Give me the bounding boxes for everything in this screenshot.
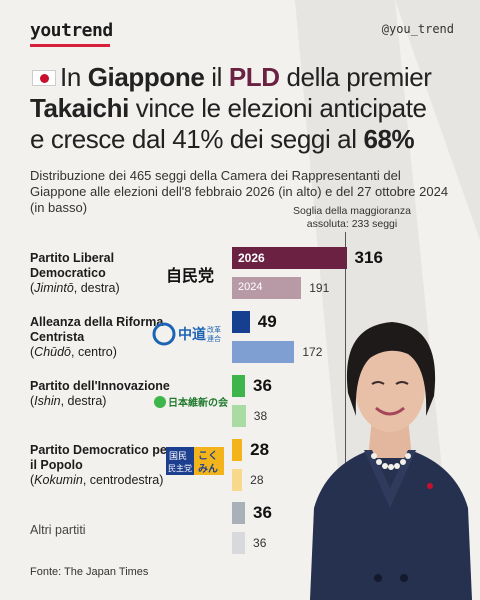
source-note: Fonte: The Japan Times [30, 566, 149, 578]
majority-label: Soglia della maggioranza assoluta: 233 se… [293, 205, 411, 230]
svg-text:中道: 中道 [178, 326, 206, 343]
party-label-dpfp: Partito Democratico per il Popolo (Kokum… [30, 443, 175, 488]
svg-text:日本維新の会: 日本維新の会 [168, 396, 228, 409]
value-label-ldp-2026: 316 [354, 248, 383, 267]
ishin-logo: 日本維新の会 [154, 396, 228, 409]
party-name: Alleanza della Riforma Centrista [30, 315, 164, 344]
japan-flag-icon [32, 70, 56, 86]
bar-cdp-2026 [232, 311, 250, 333]
party-label-cdp: Alleanza della Riforma Centrista (Chūdō,… [30, 315, 175, 360]
value-label-ldp-2024: 191 [309, 281, 330, 295]
brand-logo: youtrend [30, 20, 113, 41]
portrait-photo [310, 322, 472, 600]
ldp-logo: 自民党 [166, 266, 215, 285]
party-label-ishin: Partito dell'Innovazione (Ishin, destra) [30, 379, 175, 409]
value-label-dpfp-2024: 28 [250, 473, 264, 487]
bar-year-label: 2024 [238, 281, 263, 293]
social-handle: @you_trend [381, 22, 454, 36]
value-label-cdp-2026: 49 [257, 312, 277, 331]
bar-ishin-2024 [232, 405, 246, 427]
party-name: Partito dell'Innovazione [30, 379, 170, 393]
dpfp-logo: 国民 民主党 こく みん [166, 447, 224, 475]
subtitle: Distribuzione dei 465 seggi della Camera… [30, 168, 449, 215]
svg-text:改革: 改革 [207, 325, 221, 334]
value-label-dpfp-2026: 28 [250, 440, 270, 459]
party-label-ldp: Partito Liberal Democratico (Jimintō, de… [30, 251, 175, 296]
bar-other-2024 [232, 532, 246, 554]
majority-threshold-line [345, 232, 346, 562]
bar-dpfp-2024 [232, 469, 243, 491]
value-label-other-2024: 36 [253, 536, 267, 550]
bar-ishin-2026 [232, 375, 246, 397]
value-label-cdp-2024: 172 [302, 345, 323, 359]
svg-text:連合: 連合 [207, 334, 221, 343]
value-label-ishin-2024: 38 [253, 409, 268, 423]
bar-year-label: 2026 [238, 251, 265, 265]
brand-underline [30, 44, 110, 47]
svg-text:こく: こく [198, 450, 218, 462]
bar-ldp-2024 [232, 277, 302, 299]
svg-text:みん: みん [198, 463, 218, 475]
bar-ldp-2026 [232, 247, 347, 269]
party-name: Partito Democratico per il Popolo [30, 443, 172, 472]
cdp-logo: 中道 改革 連合 [152, 322, 221, 346]
party-name: Partito Liberal Democratico [30, 251, 115, 280]
svg-text:国民: 国民 [169, 451, 187, 462]
value-label-other-2026: 36 [253, 503, 272, 522]
bar-cdp-2024 [232, 341, 295, 363]
svg-text:民主党: 民主党 [168, 463, 192, 473]
party-label-others: Altri partiti [30, 523, 86, 537]
bar-dpfp-2026 [232, 439, 243, 461]
value-label-ishin-2026: 36 [253, 376, 272, 395]
bar-other-2026 [232, 502, 246, 524]
headline: In Giappone il PLD della premier Takaich… [30, 62, 432, 154]
